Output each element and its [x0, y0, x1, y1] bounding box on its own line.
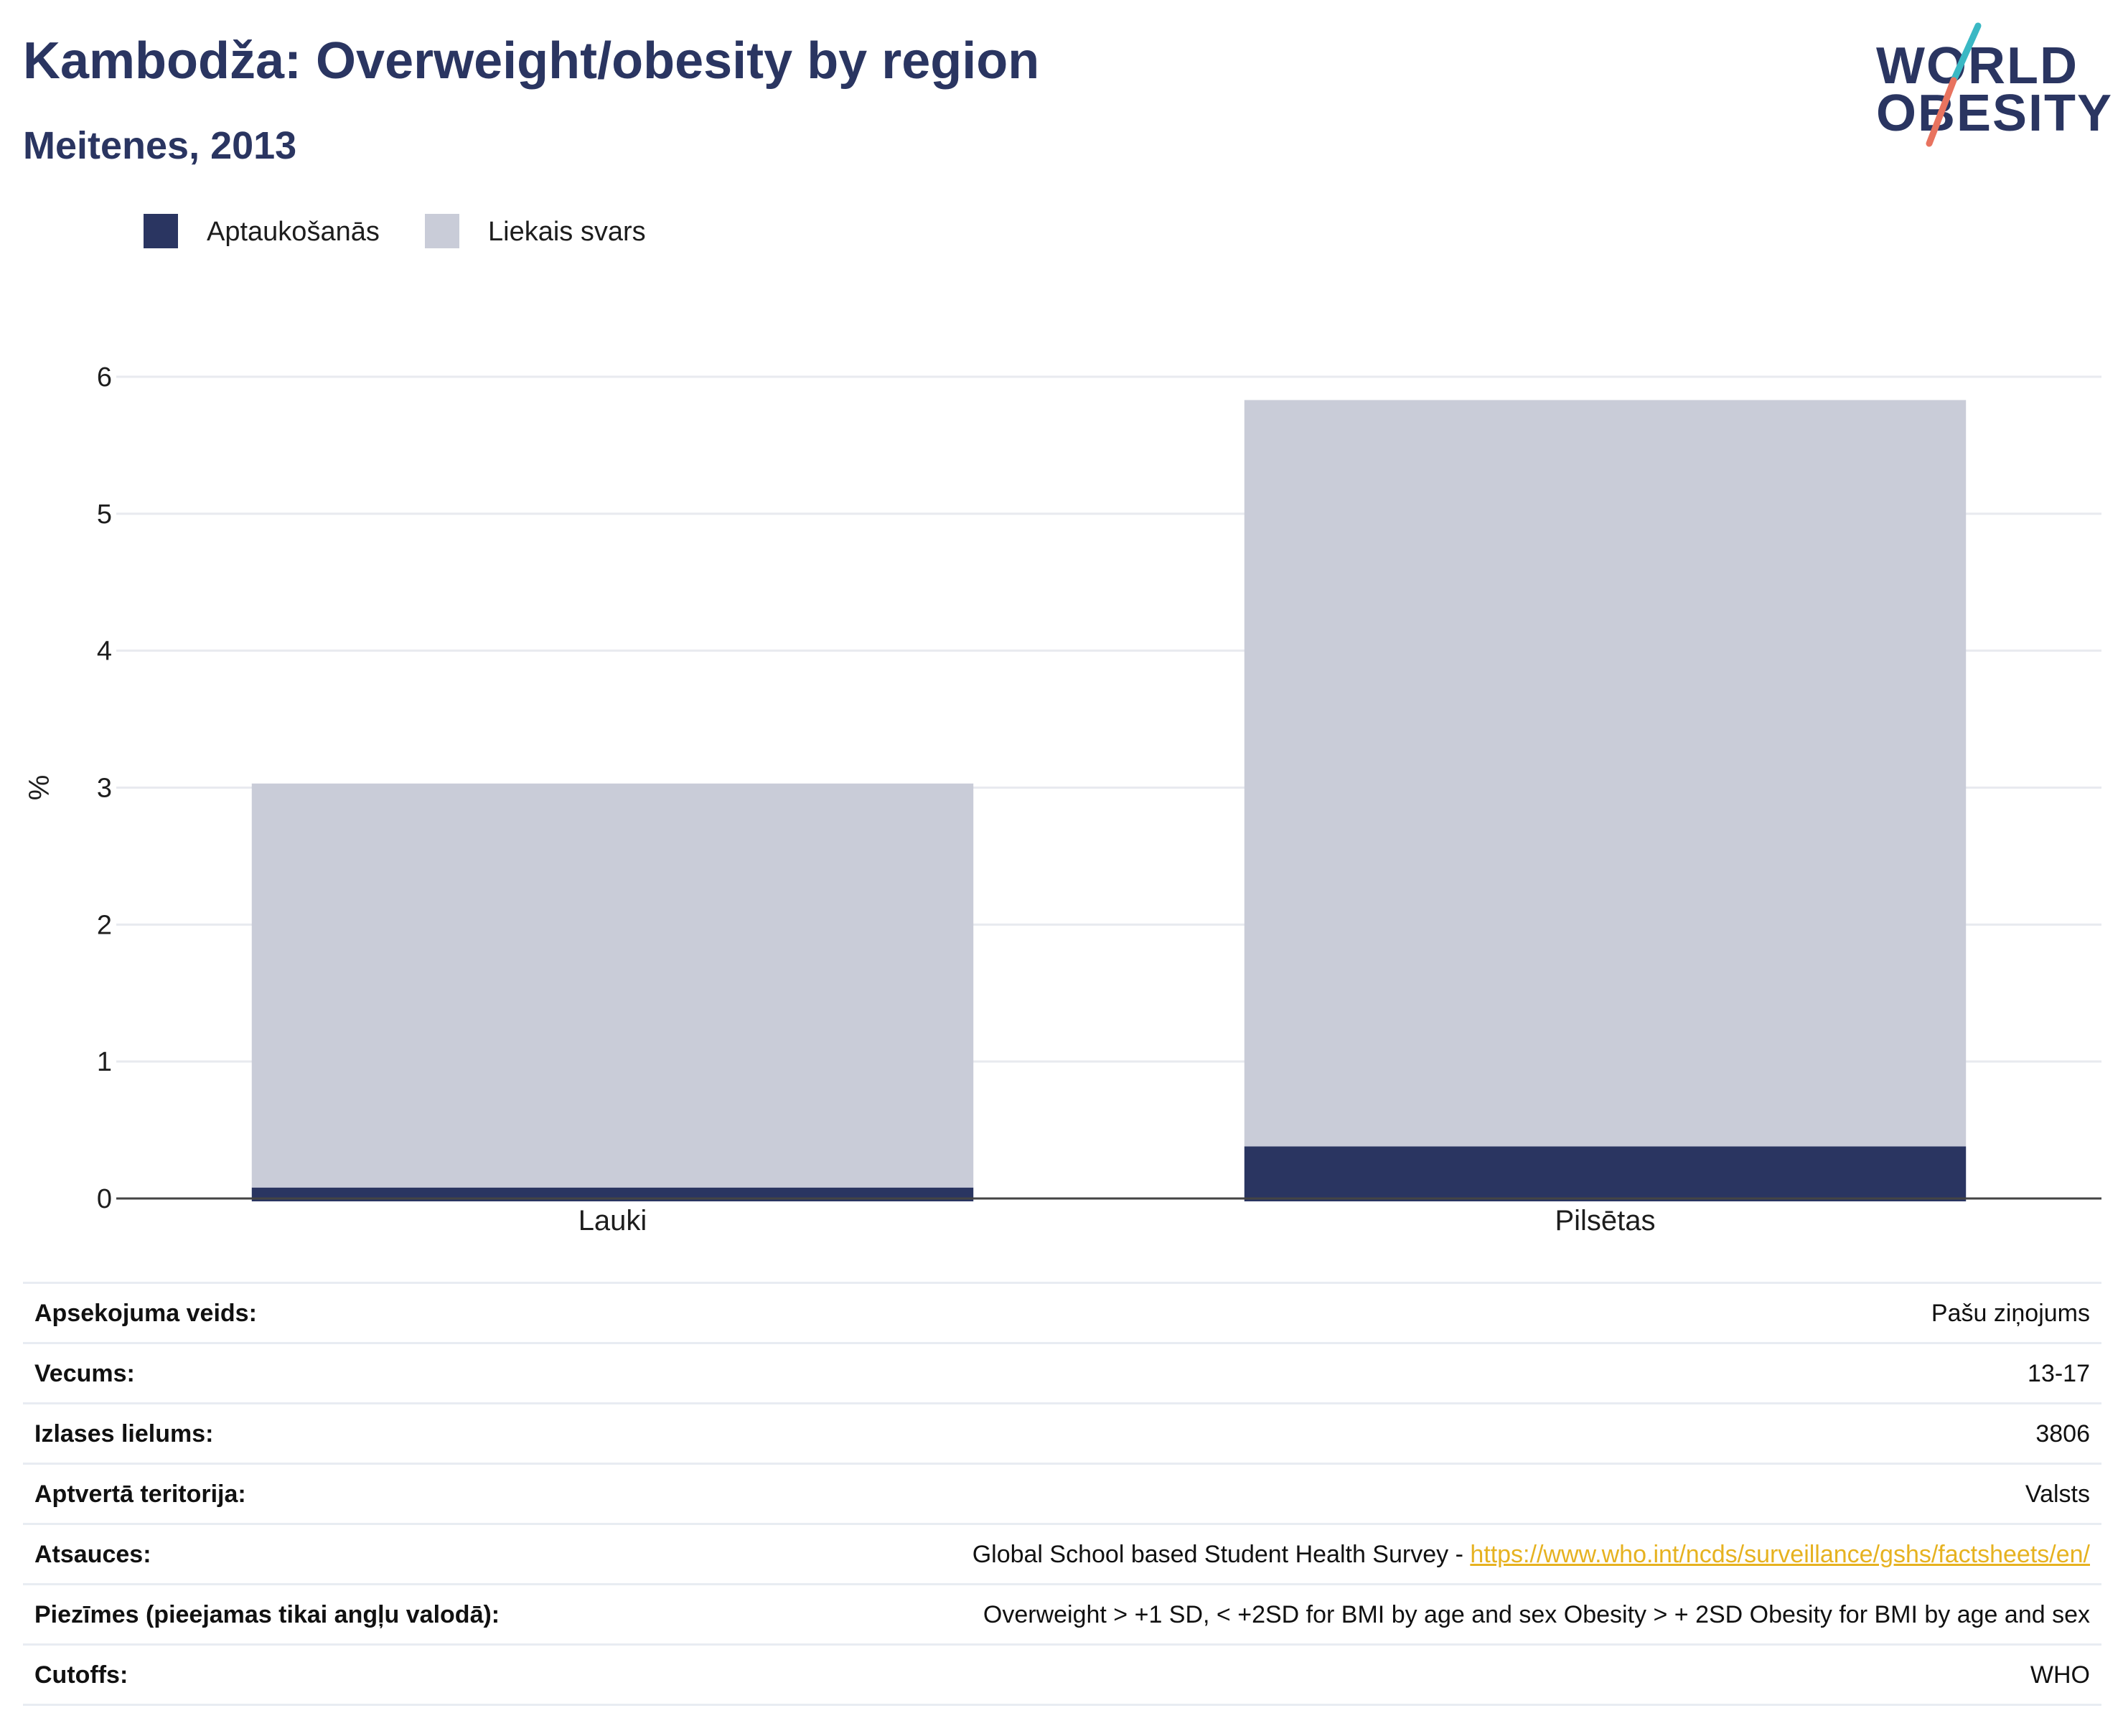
legend-label-overweight: Liekais svars [488, 217, 646, 247]
bar-obesity [1244, 1146, 1967, 1201]
info-value: Global School based Student Health Surve… [973, 1541, 2090, 1569]
x-tick-label: Lauki [578, 1205, 647, 1237]
y-tick-label: 5 [97, 499, 112, 530]
chart-title: Kambodža: Overweight/obesity by region [23, 32, 1040, 90]
info-key: Aptvertā teritorija: [34, 1481, 246, 1508]
logo-text-obesity: OBESITY [1876, 85, 2114, 142]
bar-overweight [251, 783, 974, 1188]
logo-text-world: WORLD [1876, 37, 2079, 95]
y-tick-label: 2 [97, 910, 112, 940]
info-row-sample-size: Izlases lielums: 3806 [23, 1402, 2101, 1463]
info-value: WHO [2030, 1661, 2090, 1689]
info-row-references: Atsauces: Global School based Student He… [23, 1523, 2101, 1583]
info-value: 3806 [2035, 1420, 2090, 1448]
bar-overweight [1244, 400, 1967, 1147]
logo-slash-icon [1926, 22, 1982, 147]
reference-text: Global School based Student Health Surve… [972, 1541, 1471, 1568]
info-row-coverage: Aptvertā teritorija: Valsts [23, 1463, 2101, 1523]
info-row-notes: Piezīmes (pieejamas tikai angļu valodā):… [23, 1583, 2101, 1643]
legend-label-obesity: Aptaukošanās [207, 217, 380, 247]
world-obesity-logo: WORLD OBESITY [1873, 22, 2112, 151]
bar-chart: 0 1 2 3 4 5 6% Lauki Pilsētas [24, 362, 2101, 1237]
y-tick-label: 1 [97, 1047, 112, 1077]
legend-swatch-overweight [425, 214, 459, 248]
legend-swatch-obesity [144, 214, 178, 248]
info-value: Valsts [2025, 1481, 2090, 1508]
reference-link[interactable]: https://www.who.int/ncds/surveillance/gs… [1470, 1541, 2090, 1568]
info-row-cutoffs: Cutoffs: WHO [23, 1643, 2101, 1706]
x-tick-label: Pilsētas [1555, 1205, 1655, 1237]
info-row-age: Vecums: 13-17 [23, 1342, 2101, 1402]
info-value: 13-17 [2028, 1360, 2090, 1387]
info-value: Pašu ziņojums [1931, 1300, 2090, 1327]
y-tick-label: 6 [97, 362, 112, 393]
y-tick-label: 3 [97, 774, 112, 804]
info-key: Apsekojuma veids: [34, 1300, 257, 1327]
chart-subtitle: Meitenes, 2013 [23, 124, 297, 167]
info-key: Cutoffs: [34, 1661, 128, 1689]
info-key: Atsauces: [34, 1541, 151, 1568]
y-axis-label: % [24, 775, 55, 801]
info-key: Vecums: [34, 1360, 135, 1387]
y-tick-label: 0 [97, 1184, 112, 1214]
info-key: Piezīmes (pieejamas tikai angļu valodā): [34, 1601, 500, 1628]
info-value: Overweight > +1 SD, < +2SD for BMI by ag… [983, 1601, 2090, 1628]
y-tick-label: 4 [97, 637, 112, 667]
info-row-survey-type: Apsekojuma veids: Pašu ziņojums [23, 1282, 2101, 1342]
survey-info-table: Apsekojuma veids: Pašu ziņojums Vecums: … [23, 1282, 2101, 1706]
info-key: Izlases lielums: [34, 1420, 214, 1448]
